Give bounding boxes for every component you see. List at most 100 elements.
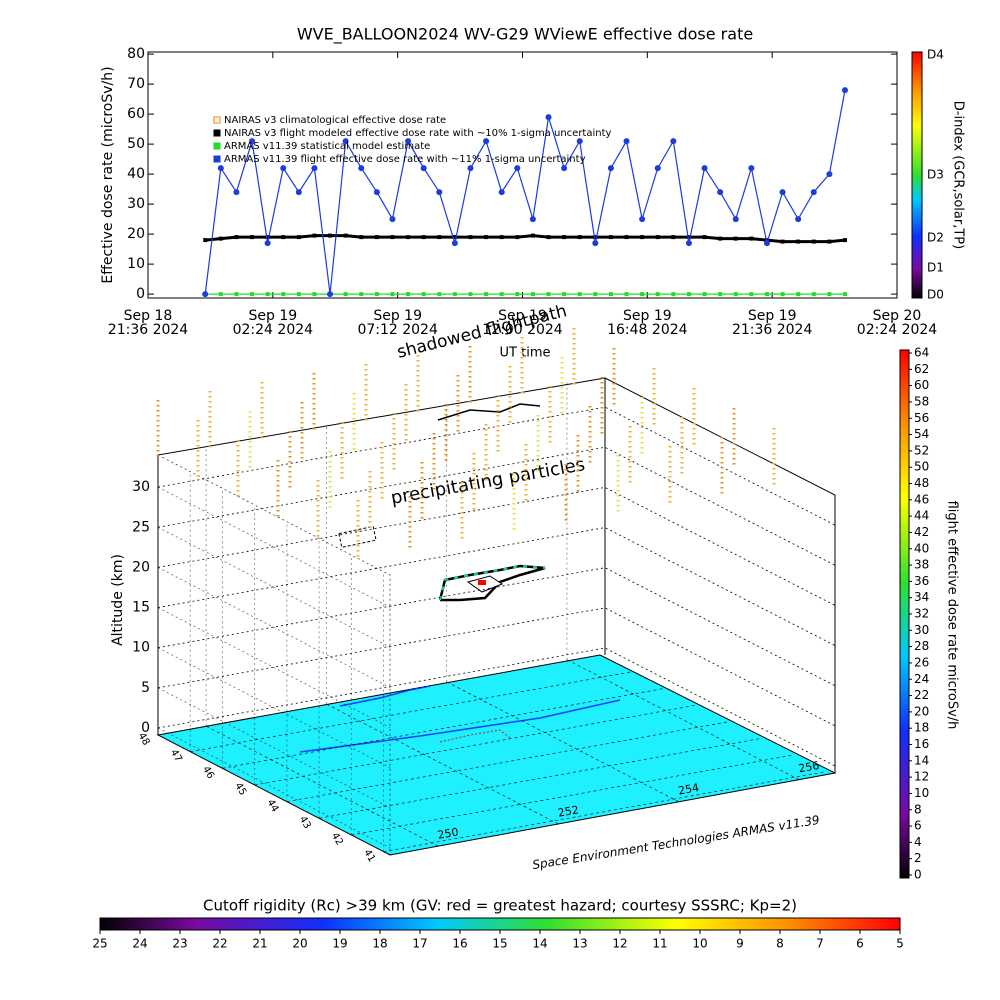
data-point — [342, 138, 349, 145]
data-point — [826, 171, 833, 178]
data-point — [702, 292, 707, 297]
map-floor — [156, 654, 837, 856]
colorbar-tick-label: 40 — [914, 541, 929, 555]
grid-line — [351, 754, 794, 836]
flight-track-dose — [439, 564, 546, 601]
legend-marker — [213, 155, 221, 163]
grid-line — [383, 771, 826, 852]
data-point — [250, 235, 255, 240]
colorbar-title: Cutoff rigidity (Rc) >39 km (GV: red = g… — [203, 897, 797, 915]
data-point — [608, 292, 613, 297]
legend-label: ARMAS v11.39 flight effective dose rate … — [224, 154, 586, 165]
z-axis-title: Altitude (km) — [110, 554, 126, 646]
z-tick-label: 15 — [132, 600, 150, 616]
data-point — [655, 235, 660, 240]
data-point — [593, 235, 598, 240]
colorbar-tick-label: D4 — [927, 48, 944, 62]
data-point — [483, 138, 490, 145]
data-point — [421, 292, 426, 297]
grid-line — [254, 704, 697, 786]
x-tick-label: 16:48 2024 — [607, 322, 688, 338]
grid-line — [157, 647, 391, 769]
colorbar-tick-label: 18 — [914, 721, 929, 735]
data-point — [406, 292, 411, 297]
data-point — [374, 235, 379, 240]
x-tick-label: Sep 19 — [498, 308, 547, 324]
colorbar-tick-label: 11 — [652, 937, 667, 951]
x-tick-label: 12:00 2024 — [482, 322, 563, 338]
data-point — [545, 114, 552, 121]
data-point — [654, 165, 661, 172]
colorbar-tick-label: 10 — [914, 786, 929, 800]
colorbar-tick-label: 50 — [914, 460, 929, 474]
grid-line — [157, 727, 391, 849]
data-point — [718, 292, 723, 297]
grid-line — [157, 567, 391, 688]
colorbar-tick-label: 16 — [914, 737, 929, 751]
data-point — [280, 165, 287, 172]
colorbar-tick-label: 48 — [914, 476, 929, 490]
colorbar-tick-label: D3 — [927, 168, 944, 182]
data-point — [529, 216, 536, 223]
series-line — [204, 89, 846, 295]
data-point — [780, 239, 785, 244]
data-point — [451, 240, 458, 247]
grid-line — [566, 659, 800, 780]
data-point — [701, 165, 708, 172]
colorbar-tick-label: 14 — [532, 937, 547, 951]
data-point — [390, 235, 395, 240]
colorbar-tick-label: 2 — [914, 851, 922, 865]
colorbar-tick-label: 58 — [914, 394, 929, 408]
data-point — [499, 235, 504, 240]
y-axis-title: Effective dose rate (microSv/h) — [100, 66, 116, 283]
colorbar-tick-label: 24 — [132, 937, 147, 951]
colorbar-tick-label: 32 — [914, 607, 929, 621]
grid-line — [157, 486, 836, 606]
x-tick-label: 21:36 2024 — [108, 322, 189, 338]
data-point — [265, 235, 270, 240]
data-point — [624, 235, 629, 240]
colorbar-tick-label: 23 — [172, 937, 187, 951]
data-point — [234, 235, 239, 240]
legend-marker — [213, 116, 221, 124]
grid-line — [319, 738, 762, 819]
y-tick-label: 20 — [127, 226, 145, 242]
colorbar-tick-label: 26 — [914, 655, 929, 669]
grid-line — [157, 526, 391, 648]
data-point — [296, 235, 301, 240]
data-point — [468, 235, 473, 240]
data-point — [249, 138, 256, 145]
y-tick-label: 60 — [127, 106, 145, 122]
legend-marker — [213, 129, 221, 137]
colorbar-tick-label: 46 — [914, 492, 929, 506]
grid-line — [157, 486, 391, 608]
data-point — [810, 189, 817, 196]
x-tick-label: Sep 18 — [124, 308, 173, 324]
data-point — [577, 235, 582, 240]
colorbar-tick-label: D0 — [927, 288, 944, 302]
data-point — [515, 292, 520, 297]
grid-line — [222, 688, 665, 769]
grid-line — [326, 703, 559, 825]
ceiling-shadow-track — [437, 403, 541, 421]
floor-shadow-track — [339, 685, 431, 707]
y-tick-label: 30 — [127, 196, 145, 212]
data-point — [561, 165, 568, 172]
lat-tick-label: 42 — [329, 831, 345, 848]
y-tick-label: 80 — [127, 46, 145, 62]
lat-tick-label: 43 — [297, 814, 313, 831]
data-point — [373, 189, 380, 196]
data-point — [623, 138, 630, 145]
front-wall-edge — [157, 454, 391, 855]
lat-tick-label: 46 — [200, 764, 216, 781]
data-point — [281, 235, 286, 240]
d-index-colorbar — [911, 51, 923, 299]
x-tick-label: Sep 19 — [373, 308, 422, 324]
x-axis-title: UT time — [500, 346, 551, 361]
series-line — [205, 234, 846, 244]
colorbar-tick-label: 52 — [914, 443, 929, 457]
data-point — [390, 292, 395, 297]
data-point — [233, 189, 240, 196]
data-point — [624, 292, 629, 297]
data-point — [264, 240, 271, 247]
